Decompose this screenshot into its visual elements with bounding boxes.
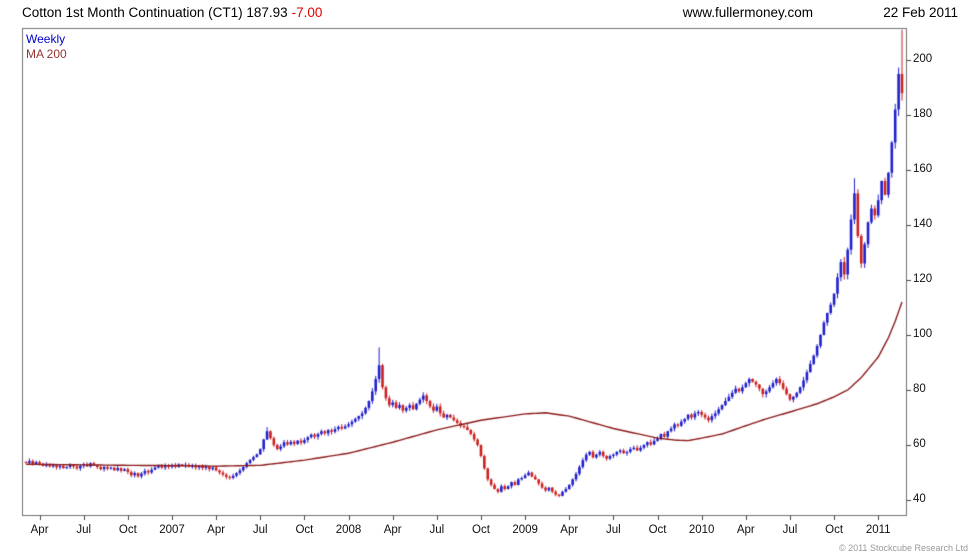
x-axis-label: Jul — [782, 524, 798, 536]
x-axis-label: Oct — [118, 524, 137, 536]
instrument-title: Cotton 1st Month Continuation (CT1) 187.… — [22, 5, 288, 20]
x-axis-label: 2009 — [512, 524, 538, 536]
y-axis-label: 160 — [913, 163, 933, 175]
x-axis-label: Oct — [472, 524, 490, 536]
price-change: -7.00 — [291, 5, 323, 20]
x-axis-label: Apr — [736, 524, 755, 536]
copyright: © 2011 Stockcube Research Ltd — [838, 543, 968, 553]
x-axis-label: Jul — [252, 524, 268, 536]
x-axis-label: Oct — [295, 524, 314, 536]
legend-ma-label: MA 200 — [26, 47, 67, 61]
y-axis-label: 140 — [913, 218, 933, 230]
x-axis-label: 2010 — [688, 524, 715, 536]
x-axis-label: 2007 — [159, 524, 185, 536]
y-axis-label: 120 — [913, 273, 933, 285]
y-axis-label: 200 — [913, 53, 933, 65]
header: Cotton 1st Month Continuation (CT1) 187.… — [0, 0, 980, 24]
x-axis-label: Jul — [429, 524, 445, 536]
y-axis-label: 180 — [913, 108, 933, 120]
x-axis-label: Jul — [76, 524, 92, 536]
chart-title: Cotton 1st Month Continuation (CT1) 187.… — [22, 5, 322, 20]
x-axis-label: Apr — [207, 524, 226, 536]
x-axis-label: Oct — [648, 524, 667, 536]
chart-date: 22 Feb 2011 — [883, 5, 958, 20]
x-axis-label: 2008 — [335, 524, 362, 536]
y-axis-label: 40 — [913, 493, 926, 505]
x-axis-label: Oct — [825, 524, 844, 536]
x-axis-label: Apr — [560, 524, 579, 536]
x-axis-label: Apr — [30, 524, 49, 536]
x-axis-label: 2011 — [865, 524, 891, 536]
legend-weekly-label: Weekly — [26, 32, 66, 46]
y-axis-label: 100 — [913, 328, 933, 340]
x-axis-label: Apr — [383, 524, 402, 536]
y-axis-label: 60 — [913, 438, 926, 450]
x-axis-label: Jul — [606, 524, 621, 536]
y-axis-label: 80 — [913, 383, 926, 395]
website-text: www.fullermoney.com — [682, 5, 813, 20]
legend: Weekly MA 200 — [26, 32, 67, 62]
